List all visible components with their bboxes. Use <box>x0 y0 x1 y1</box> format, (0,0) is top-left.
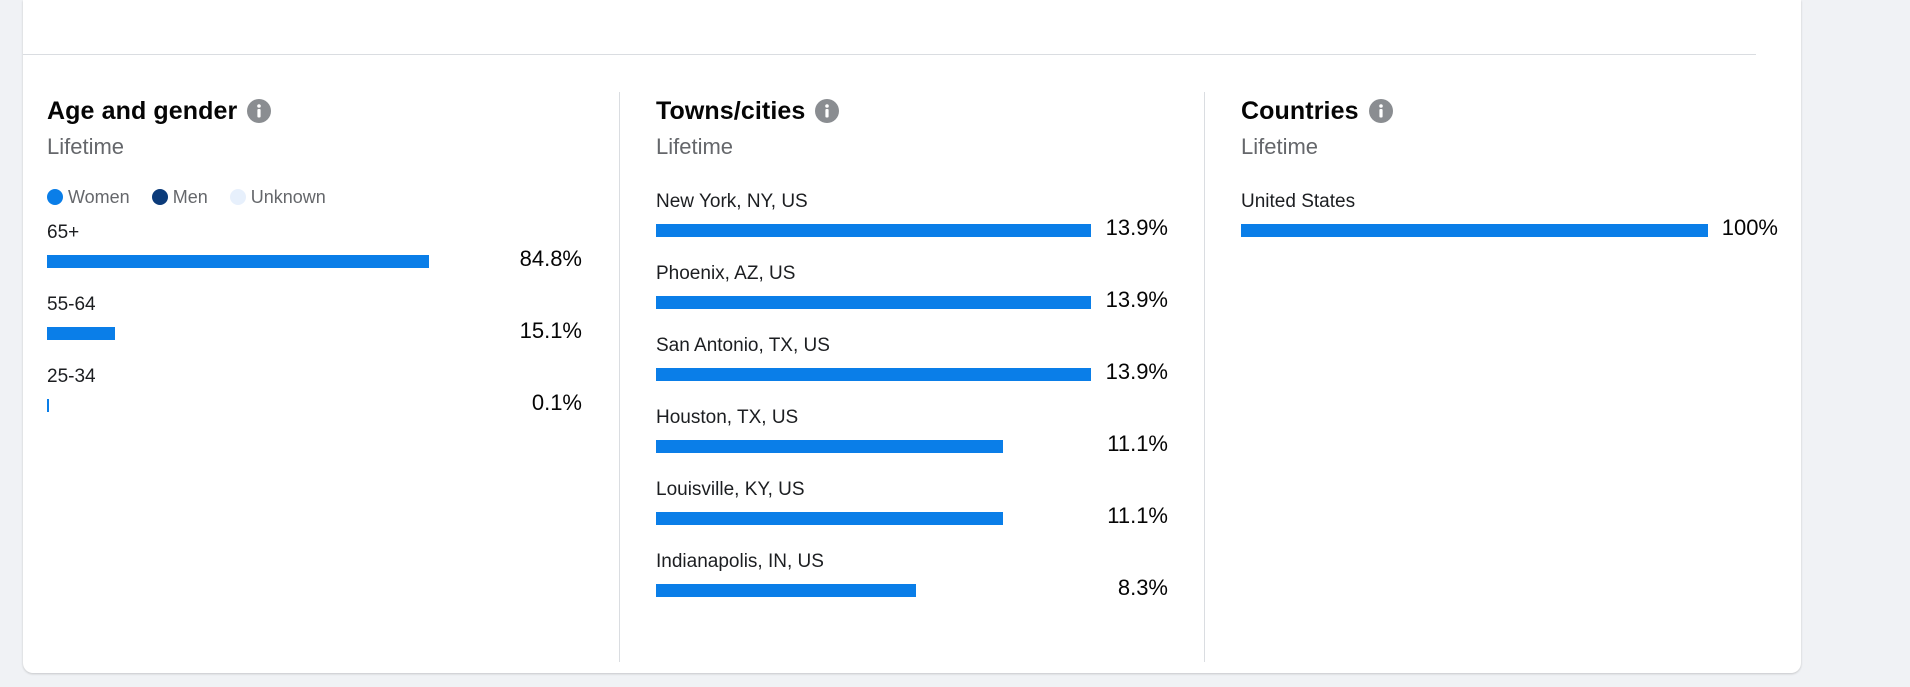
bar-track <box>47 255 497 268</box>
bar-fill[interactable] <box>47 327 115 340</box>
countries-panel: Countries Lifetime United States 100% <box>1241 92 1778 271</box>
top-divider <box>23 54 1756 55</box>
legend-dot-unknown <box>229 189 246 205</box>
age-gender-legend: Women Men Unknown <box>47 186 582 208</box>
age-gender-subtitle: Lifetime <box>47 134 125 159</box>
bar-track <box>656 368 1091 381</box>
info-icon[interactable] <box>247 99 272 123</box>
row-label: 65+ <box>47 222 80 243</box>
row-label: Louisville, KY, US <box>656 479 805 500</box>
data-row: 65+ 84.8% <box>47 222 582 282</box>
row-label: Indianapolis, IN, US <box>656 551 824 572</box>
row-label: New York, NY, US <box>656 191 808 212</box>
row-value: 8.3% <box>1117 575 1168 600</box>
legend-label-men: Men <box>172 186 208 207</box>
row-value: 13.9% <box>1105 215 1168 240</box>
towns-cities-title: Towns/cities <box>656 96 806 125</box>
column-divider-2 <box>1204 92 1205 662</box>
age-gender-title: Age and gender <box>47 96 238 125</box>
row-label: United States <box>1241 191 1356 212</box>
legend-dot-women <box>47 189 63 205</box>
age-gender-header: Age and gender <box>47 92 582 130</box>
bar-fill[interactable] <box>656 584 916 597</box>
row-value: 11.1% <box>1107 431 1168 456</box>
row-value: 13.9% <box>1105 287 1168 312</box>
bar-fill[interactable] <box>656 368 1091 381</box>
bar-track <box>1241 224 1708 237</box>
row-value: 15.1% <box>519 318 582 343</box>
towns-cities-rows: New York, NY, US 13.9% Phoenix, AZ, US 13.9… <box>656 191 1168 631</box>
row-label: 55-64 <box>47 294 96 315</box>
row-value: 0.1% <box>531 390 582 415</box>
row-value: 13.9% <box>1105 359 1168 384</box>
bar-track <box>47 327 497 340</box>
bar-fill[interactable] <box>656 440 1004 453</box>
bar-fill[interactable] <box>656 296 1091 309</box>
bar-track <box>656 512 1091 525</box>
data-row: New York, NY, US 13.9% <box>656 191 1168 251</box>
bar-fill[interactable] <box>47 399 49 412</box>
data-row: Houston, TX, US 11.1% <box>656 407 1168 467</box>
legend-item-unknown: Unknown <box>229 186 326 208</box>
age-gender-panel: Age and gender Lifetime Women Men Unknow… <box>47 92 582 422</box>
data-row: 55-64 15.1% <box>47 294 582 354</box>
data-row: Louisville, KY, US 11.1% <box>656 479 1168 539</box>
info-icon[interactable] <box>1368 99 1393 123</box>
bar-track <box>656 224 1091 237</box>
data-row: Indianapolis, IN, US 8.3% <box>656 551 1168 611</box>
data-row: 25-34 0.1% <box>47 366 582 426</box>
bar-fill[interactable] <box>656 512 1004 525</box>
bar-track <box>656 296 1091 309</box>
row-value: 100% <box>1721 215 1778 240</box>
countries-header: Countries <box>1241 92 1778 130</box>
bar-fill[interactable] <box>1241 224 1708 237</box>
row-value: 84.8% <box>519 246 582 271</box>
countries-title: Countries <box>1241 96 1359 125</box>
bar-track <box>47 399 497 412</box>
data-row: San Antonio, TX, US 13.9% <box>656 335 1168 395</box>
row-label: 25-34 <box>47 366 96 387</box>
data-row: Phoenix, AZ, US 13.9% <box>656 263 1168 323</box>
row-value: 11.1% <box>1107 503 1168 528</box>
bar-track <box>656 584 1091 597</box>
bar-track <box>656 440 1091 453</box>
row-label: San Antonio, TX, US <box>656 335 830 356</box>
countries-subtitle: Lifetime <box>1241 134 1319 159</box>
info-icon[interactable] <box>815 99 840 123</box>
data-row: United States 100% <box>1241 191 1778 251</box>
column-divider-1 <box>619 92 620 662</box>
audience-card <box>23 0 1801 673</box>
age-gender-rows: 65+ 84.8% 55-64 15.1% 25-34 0.1% <box>47 222 582 422</box>
countries-rows: United States 100% <box>1241 191 1778 271</box>
towns-cities-panel: Towns/cities Lifetime New York, NY, US 13… <box>656 92 1168 631</box>
bar-fill[interactable] <box>47 255 429 268</box>
legend-label-women: Women <box>68 186 130 207</box>
towns-cities-subtitle: Lifetime <box>656 134 734 159</box>
bar-fill[interactable] <box>656 224 1091 237</box>
legend-item-men: Men <box>151 186 208 208</box>
legend-label-unknown: Unknown <box>250 186 326 207</box>
row-label: Houston, TX, US <box>656 407 799 428</box>
legend-item-women: Women <box>47 187 130 208</box>
row-label: Phoenix, AZ, US <box>656 263 796 284</box>
legend-dot-men <box>151 189 168 205</box>
towns-cities-header: Towns/cities <box>656 92 1168 130</box>
